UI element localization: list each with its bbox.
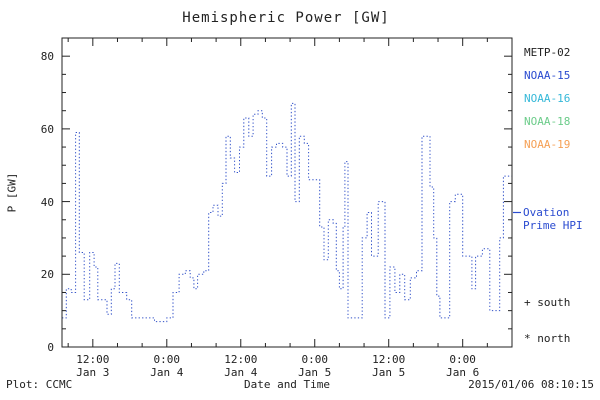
x-tick-date: Jan 3	[76, 366, 110, 379]
x-tick-date: Jan 4	[224, 366, 258, 379]
y-axis-label: P [GW]	[5, 172, 19, 213]
x-tick-label: 0:00 Jan 4	[135, 353, 199, 379]
x-tick-time: 0:00	[449, 353, 476, 366]
legend-item-noaa-19: NOAA-19	[524, 138, 571, 151]
x-tick-time: 12:00	[224, 353, 258, 366]
x-tick-label: 0:00 Jan 5	[283, 353, 347, 379]
y-tick-label: 60	[40, 122, 54, 136]
y-tick-label: 80	[40, 50, 54, 64]
x-tick-label: 12:00 Jan 5	[357, 353, 421, 379]
ovation-line2: Prime HPI	[523, 219, 583, 232]
x-tick-date: Jan 5	[372, 366, 406, 379]
x-tick-time: 0:00	[301, 353, 328, 366]
legend-item-noaa-15: NOAA-15	[524, 69, 571, 82]
legend-north-marker: * north	[524, 332, 571, 345]
x-tick-date: Jan 6	[446, 366, 480, 379]
x-tick-time: 12:00	[372, 353, 406, 366]
x-tick-date: Jan 4	[150, 366, 184, 379]
chart-title: Hemispheric Power [GW]	[182, 10, 390, 26]
legend-item-metp-02: METP-02	[524, 46, 571, 59]
x-tick-time: 12:00	[76, 353, 110, 366]
x-axis-label: Date and Time	[243, 378, 331, 391]
ovation-line1: Ovation	[523, 206, 570, 219]
legend-south-marker: + south	[524, 296, 571, 309]
x-tick-label: 12:00 Jan 4	[209, 353, 273, 379]
y-tick-label: 40	[40, 195, 54, 209]
plot-credit: Plot: CCMC	[6, 378, 73, 391]
y-tick-label: 0	[47, 341, 54, 354]
x-tick-label: 12:00 Jan 3	[61, 353, 125, 379]
x-tick-date: Jan 5	[298, 366, 332, 379]
legend-item-noaa-18: NOAA-18	[524, 115, 571, 128]
y-tick-label: 20	[40, 268, 54, 282]
legend-ovation-prime-hpi: Ovation Prime HPI	[523, 206, 583, 232]
x-tick-label: 0:00 Jan 6	[431, 353, 495, 379]
plot-timestamp: 2015/01/06 08:10:15	[468, 378, 594, 391]
legend-item-noaa-16: NOAA-16	[524, 92, 571, 105]
x-tick-time: 0:00	[153, 353, 181, 366]
